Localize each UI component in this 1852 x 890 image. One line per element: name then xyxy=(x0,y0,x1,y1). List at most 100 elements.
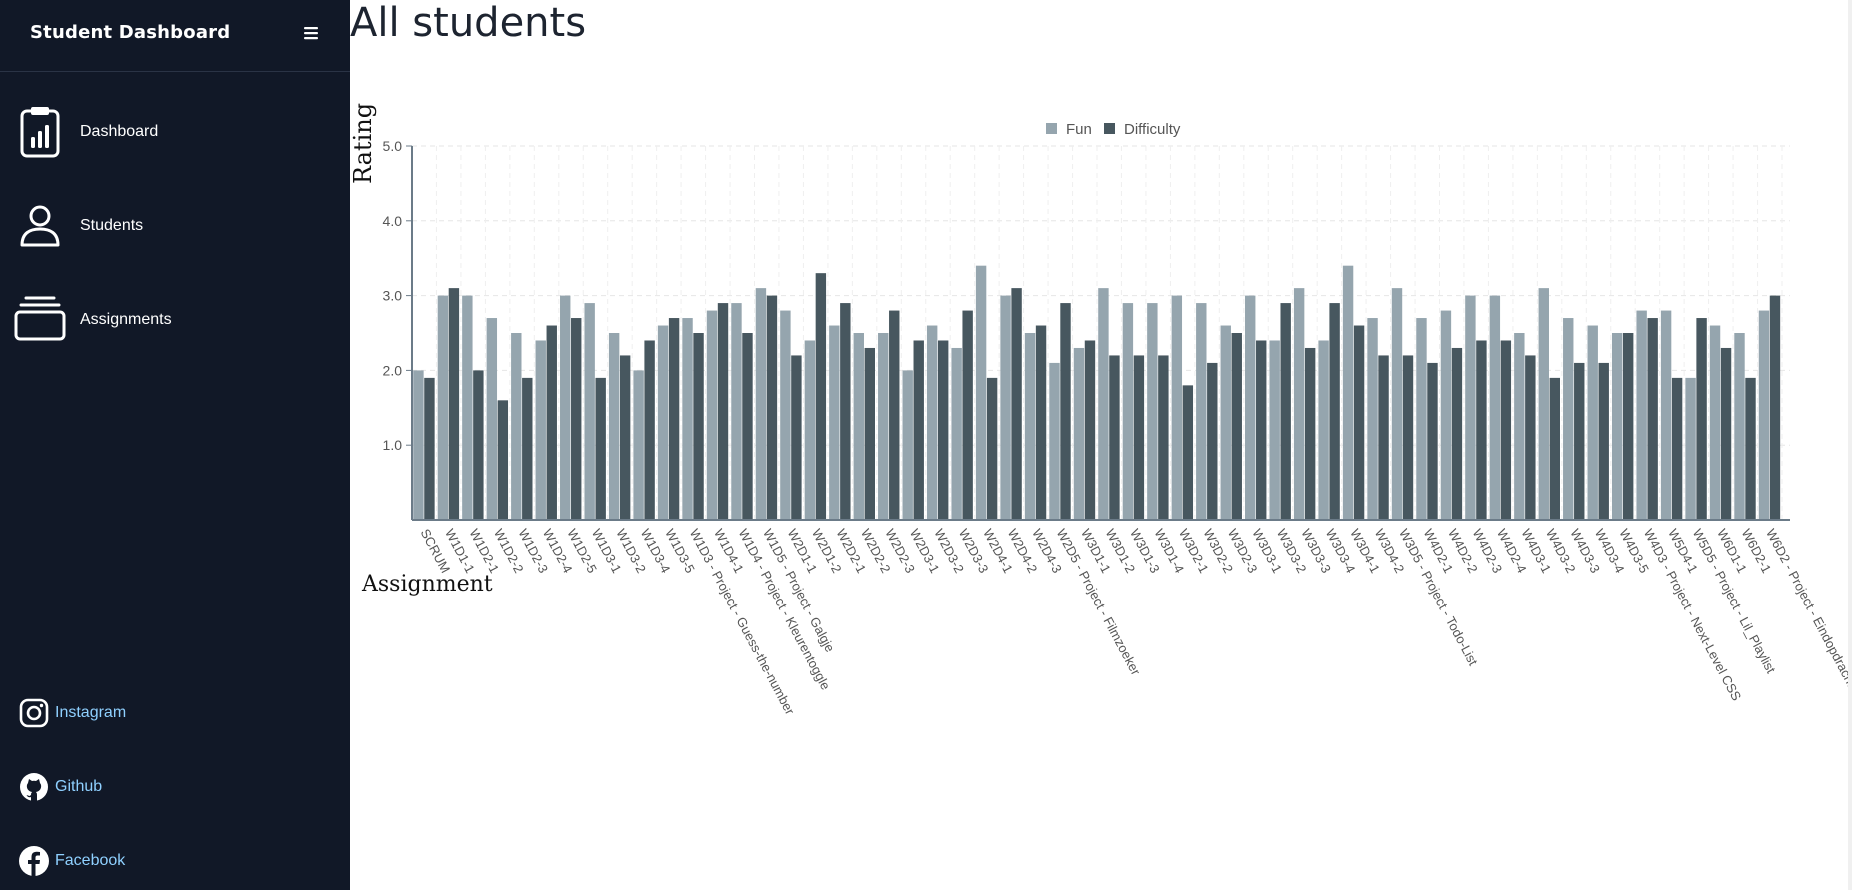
bar-fun[interactable] xyxy=(1220,325,1231,520)
bar-difficulty[interactable] xyxy=(1231,333,1242,520)
bar-difficulty[interactable] xyxy=(1427,362,1438,520)
bar-fun[interactable] xyxy=(731,303,742,520)
bar-fun[interactable] xyxy=(1758,310,1770,520)
bar-fun[interactable] xyxy=(511,333,522,520)
bar-fun[interactable] xyxy=(1734,333,1745,520)
bar-fun[interactable] xyxy=(1073,347,1085,520)
bar-fun[interactable] xyxy=(926,325,938,520)
bar-difficulty[interactable] xyxy=(815,273,827,520)
bar-fun[interactable] xyxy=(1196,303,1207,520)
nav-item-assignments[interactable]: Assignments xyxy=(0,285,350,355)
bar-difficulty[interactable] xyxy=(962,310,973,520)
bar-difficulty[interactable] xyxy=(1353,325,1365,520)
bar-difficulty[interactable] xyxy=(1207,362,1218,520)
bar-difficulty[interactable] xyxy=(1329,303,1340,520)
bar-difficulty[interactable] xyxy=(766,295,778,520)
bar-difficulty[interactable] xyxy=(1622,333,1634,520)
bar-fun[interactable] xyxy=(1000,295,1011,520)
bar-difficulty[interactable] xyxy=(595,377,606,520)
bar-fun[interactable] xyxy=(1342,265,1354,520)
bar-fun[interactable] xyxy=(755,288,767,520)
bar-difficulty[interactable] xyxy=(1182,385,1194,520)
bar-difficulty[interactable] xyxy=(497,400,509,520)
bar-fun[interactable] xyxy=(486,318,498,520)
bar-fun[interactable] xyxy=(413,370,424,520)
bar-fun[interactable] xyxy=(1514,333,1525,520)
bar-difficulty[interactable] xyxy=(1720,347,1732,520)
bar-difficulty[interactable] xyxy=(742,333,753,520)
bar-difficulty[interactable] xyxy=(1549,377,1560,520)
bar-difficulty[interactable] xyxy=(1769,295,1781,520)
bar-difficulty[interactable] xyxy=(1500,340,1512,520)
bar-difficulty[interactable] xyxy=(913,340,924,520)
bar-difficulty[interactable] xyxy=(1671,377,1683,520)
github-link[interactable]: Github xyxy=(18,771,258,805)
bar-fun[interactable] xyxy=(1293,288,1305,520)
bar-difficulty[interactable] xyxy=(1574,362,1585,520)
bar-difficulty[interactable] xyxy=(840,303,851,520)
bar-fun[interactable] xyxy=(1269,340,1280,520)
bar-difficulty[interactable] xyxy=(791,355,802,520)
bar-fun[interactable] xyxy=(608,333,620,520)
facebook-link[interactable]: Facebook xyxy=(18,845,258,879)
bar-difficulty[interactable] xyxy=(668,318,680,520)
bar-difficulty[interactable] xyxy=(571,318,582,520)
bar-fun[interactable] xyxy=(1538,288,1549,520)
bar-difficulty[interactable] xyxy=(473,370,484,520)
vertical-scrollbar[interactable] xyxy=(1848,0,1852,890)
bar-fun[interactable] xyxy=(951,347,962,520)
bar-difficulty[interactable] xyxy=(1256,340,1267,520)
bar-fun[interactable] xyxy=(1318,340,1329,520)
bar-fun[interactable] xyxy=(878,333,889,520)
bar-fun[interactable] xyxy=(1098,288,1109,520)
bar-fun[interactable] xyxy=(1440,310,1452,520)
bar-fun[interactable] xyxy=(1122,303,1134,520)
bar-difficulty[interactable] xyxy=(1280,303,1291,520)
instagram-link[interactable]: Instagram xyxy=(18,697,258,731)
bar-fun[interactable] xyxy=(535,340,546,520)
hamburger-menu-icon[interactable] xyxy=(302,24,322,42)
bar-fun[interactable] xyxy=(462,295,473,520)
bar-difficulty[interactable] xyxy=(424,377,435,520)
bar-fun[interactable] xyxy=(682,318,693,520)
bar-difficulty[interactable] xyxy=(1084,340,1096,520)
bar-fun[interactable] xyxy=(1367,318,1378,520)
bar-fun[interactable] xyxy=(657,325,669,520)
bar-fun[interactable] xyxy=(1709,325,1721,520)
legend-swatch-difficulty[interactable] xyxy=(1104,123,1115,134)
bar-difficulty[interactable] xyxy=(1109,355,1120,520)
legend-label-difficulty[interactable]: Difficulty xyxy=(1124,121,1181,138)
bar-fun[interactable] xyxy=(1611,333,1623,520)
bar-difficulty[interactable] xyxy=(1158,355,1169,520)
bar-fun[interactable] xyxy=(1660,310,1672,520)
bar-difficulty[interactable] xyxy=(1696,318,1707,520)
bar-difficulty[interactable] xyxy=(937,340,949,520)
bar-difficulty[interactable] xyxy=(644,340,655,520)
bar-fun[interactable] xyxy=(706,310,718,520)
bar-difficulty[interactable] xyxy=(1304,347,1316,520)
bar-difficulty[interactable] xyxy=(889,310,900,520)
bar-fun[interactable] xyxy=(1147,303,1158,520)
bar-difficulty[interactable] xyxy=(522,377,533,520)
bar-difficulty[interactable] xyxy=(986,377,998,520)
legend-label-fun[interactable]: Fun xyxy=(1066,121,1092,138)
bar-fun[interactable] xyxy=(560,295,571,520)
bar-fun[interactable] xyxy=(1563,318,1574,520)
bar-fun[interactable] xyxy=(829,325,840,520)
bar-fun[interactable] xyxy=(902,370,913,520)
bar-difficulty[interactable] xyxy=(717,303,729,520)
bar-fun[interactable] xyxy=(1465,295,1476,520)
bar-difficulty[interactable] xyxy=(1647,318,1658,520)
bar-difficulty[interactable] xyxy=(546,325,557,520)
bar-difficulty[interactable] xyxy=(1745,377,1756,520)
bar-difficulty[interactable] xyxy=(1451,347,1463,520)
bar-fun[interactable] xyxy=(1245,295,1256,520)
legend-swatch-fun[interactable] xyxy=(1046,123,1057,134)
bar-fun[interactable] xyxy=(1636,310,1647,520)
bar-fun[interactable] xyxy=(584,303,595,520)
bar-fun[interactable] xyxy=(633,370,644,520)
bar-fun[interactable] xyxy=(1171,295,1183,520)
bar-fun[interactable] xyxy=(853,333,864,520)
bar-fun[interactable] xyxy=(975,265,987,520)
bar-difficulty[interactable] xyxy=(1011,288,1022,520)
